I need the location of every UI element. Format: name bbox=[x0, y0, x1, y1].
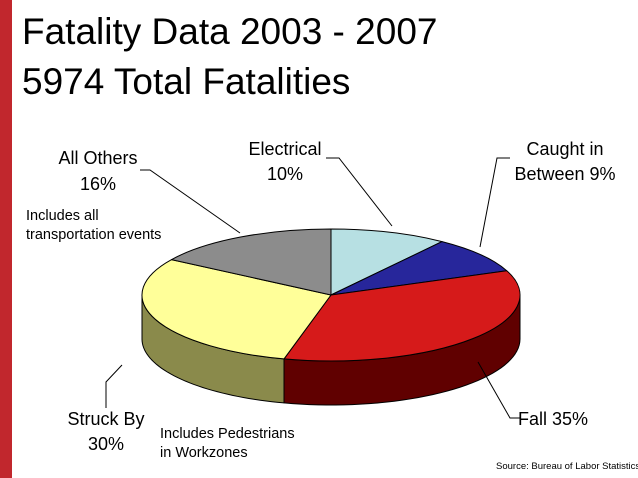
others-note-line2: transportation events bbox=[26, 227, 162, 243]
leader-line-struck bbox=[105, 364, 123, 408]
label-caught-name: Caught in bbox=[526, 139, 604, 159]
pie-slice-caught-in-between bbox=[330, 241, 508, 296]
label-struck-pct: 30% bbox=[87, 434, 125, 454]
label-caught-pct: Between 9% bbox=[514, 164, 616, 184]
pie-slice-electrical bbox=[330, 228, 443, 296]
struck-note-line2: in Workzones bbox=[160, 445, 248, 461]
leader-line-electrical bbox=[326, 157, 393, 227]
label-fall: Fall 35% bbox=[518, 409, 589, 429]
leader-line-caught bbox=[479, 157, 510, 248]
pie-slice-all-others bbox=[170, 228, 332, 296]
label-electrical-name: Electrical bbox=[248, 139, 322, 159]
label-struck-name: Struck By bbox=[67, 409, 145, 429]
slide-subtitle: 5974 Total Fatalities bbox=[22, 61, 351, 102]
struck-note-line1: Includes Pedestrians bbox=[160, 426, 295, 442]
slide-title: Fatality Data 2003 - 2007 bbox=[22, 11, 438, 52]
sidebar-accent bbox=[0, 0, 12, 478]
others-note-line1: Includes all bbox=[26, 208, 99, 224]
pie-slice-fall bbox=[283, 270, 521, 362]
pie-slice-struck-by bbox=[141, 259, 332, 360]
leader-line-others bbox=[140, 169, 241, 234]
leader-line-fall bbox=[477, 361, 520, 419]
source-note: Source: Bureau of Labor Statistics bbox=[496, 461, 638, 472]
label-others-name: All Others bbox=[58, 148, 138, 168]
label-others-pct: 16% bbox=[79, 174, 117, 194]
label-electrical-pct: 10% bbox=[266, 164, 304, 184]
